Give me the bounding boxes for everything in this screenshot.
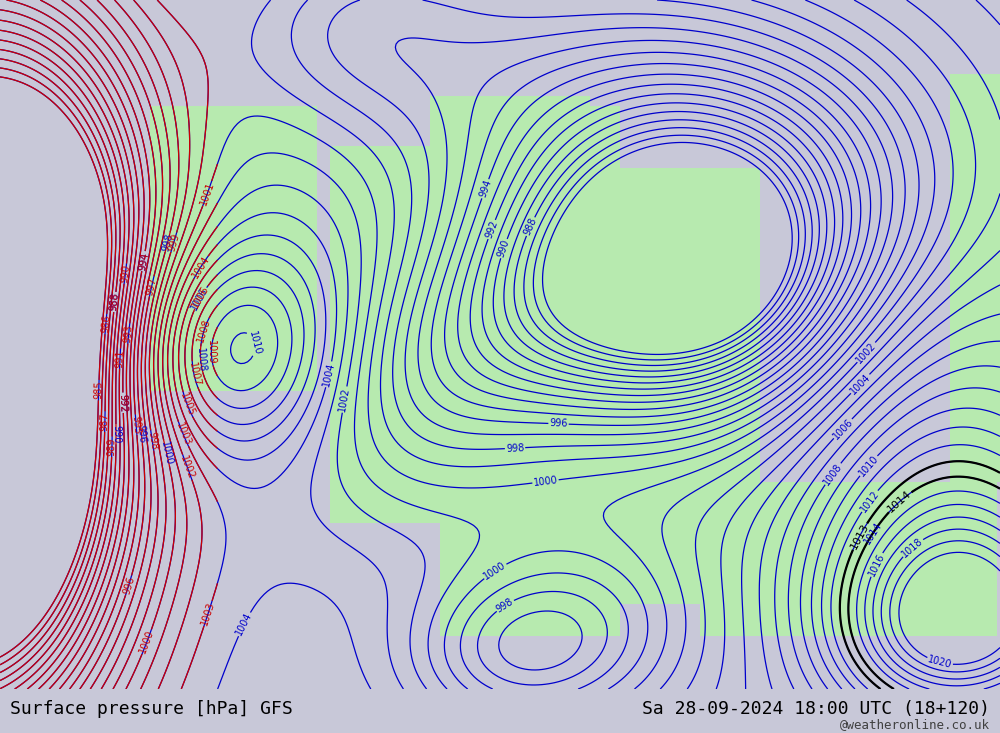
Text: 1020: 1020 — [927, 655, 953, 670]
Text: 994: 994 — [477, 178, 493, 199]
Text: 1000: 1000 — [533, 475, 558, 488]
Text: 993: 993 — [123, 324, 135, 343]
Text: 985: 985 — [93, 380, 104, 399]
Text: Sa 28-09-2024 18:00 UTC (18+120): Sa 28-09-2024 18:00 UTC (18+120) — [642, 700, 990, 718]
Text: 1012: 1012 — [858, 488, 881, 514]
Text: 997: 997 — [145, 276, 159, 296]
Text: 998: 998 — [161, 232, 175, 252]
Text: 998: 998 — [146, 431, 159, 450]
Text: 1008: 1008 — [822, 461, 844, 487]
Text: 994: 994 — [137, 251, 150, 271]
Text: 1006: 1006 — [831, 416, 855, 441]
Text: 990: 990 — [111, 425, 121, 443]
Text: 991: 991 — [115, 349, 125, 368]
Text: 1002: 1002 — [854, 340, 878, 365]
Text: 1007: 1007 — [187, 361, 201, 388]
Text: 996: 996 — [549, 419, 568, 429]
Text: 1004: 1004 — [848, 372, 872, 396]
Text: 1005: 1005 — [178, 391, 196, 418]
Text: 996: 996 — [136, 424, 147, 443]
Text: 1003: 1003 — [174, 421, 192, 447]
Text: 1013: 1013 — [848, 522, 871, 551]
Text: 1000: 1000 — [159, 440, 174, 466]
Text: 996: 996 — [121, 575, 136, 595]
Text: 987: 987 — [100, 412, 110, 431]
Text: 988: 988 — [109, 292, 121, 312]
Text: 999: 999 — [166, 232, 181, 252]
Text: 1001: 1001 — [199, 180, 216, 207]
Text: 1008: 1008 — [196, 317, 212, 344]
Text: 1016: 1016 — [866, 551, 886, 578]
Text: 992: 992 — [118, 394, 128, 412]
Text: 995: 995 — [130, 415, 142, 435]
Text: 1000: 1000 — [482, 560, 508, 582]
Text: Surface pressure [hPa] GFS: Surface pressure [hPa] GFS — [10, 700, 293, 718]
Text: 1006: 1006 — [189, 286, 210, 312]
Text: 1008: 1008 — [195, 347, 207, 372]
Text: 992: 992 — [484, 219, 500, 240]
Text: 1018: 1018 — [900, 536, 925, 559]
Text: 1004: 1004 — [234, 611, 254, 638]
Text: 1006: 1006 — [190, 284, 211, 310]
Text: @weatheronline.co.uk: @weatheronline.co.uk — [840, 718, 990, 731]
Text: 1004: 1004 — [190, 254, 211, 280]
Text: 998: 998 — [495, 596, 515, 614]
Text: 1000: 1000 — [138, 629, 156, 655]
Text: 994: 994 — [137, 251, 150, 271]
Text: 1009: 1009 — [206, 340, 216, 364]
Text: 1004: 1004 — [321, 361, 337, 388]
Text: 998: 998 — [506, 443, 524, 454]
Text: 988: 988 — [109, 292, 121, 312]
Text: 989: 989 — [107, 438, 117, 456]
Text: 990: 990 — [119, 264, 131, 284]
Text: 990: 990 — [496, 238, 511, 259]
Text: 992: 992 — [118, 394, 128, 412]
Text: 1014: 1014 — [886, 488, 914, 515]
Text: 1010: 1010 — [857, 453, 880, 478]
Text: 988: 988 — [522, 216, 539, 237]
Text: 986: 986 — [100, 314, 112, 334]
Text: 1010: 1010 — [247, 330, 263, 356]
Text: 1014: 1014 — [862, 520, 884, 546]
Text: 1002: 1002 — [338, 386, 352, 413]
Text: 1003: 1003 — [200, 600, 217, 627]
Text: 1002: 1002 — [178, 454, 196, 480]
